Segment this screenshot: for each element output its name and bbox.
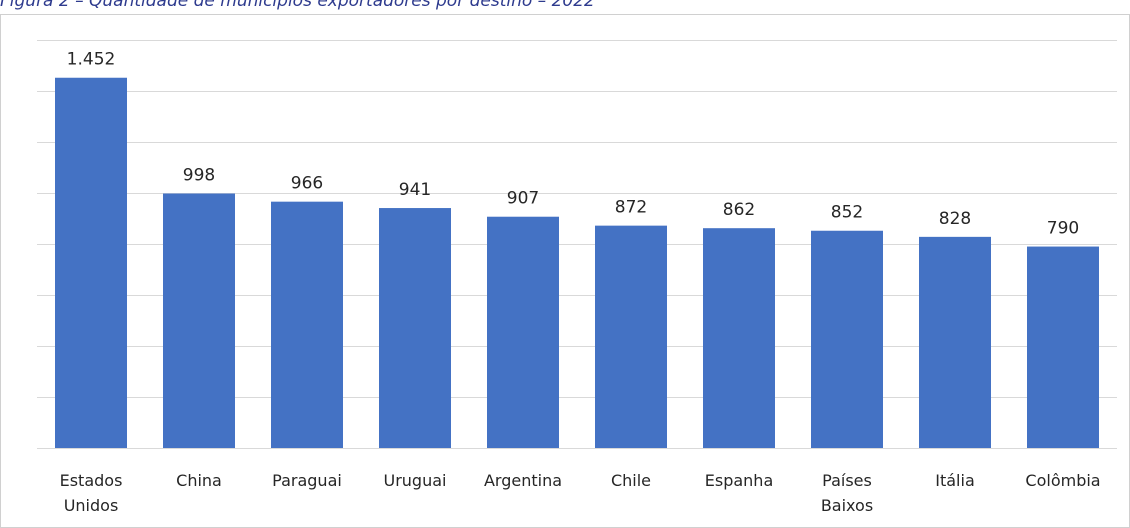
chart-area: 1.452 998 966 941 907 872 862 852 828 790 Estados… <box>0 14 1130 528</box>
bar <box>487 216 559 448</box>
data-label: 941 <box>399 180 431 200</box>
data-label: 852 <box>831 203 863 223</box>
bar <box>1027 246 1099 448</box>
data-label: 828 <box>939 209 971 229</box>
data-labels: 1.452 998 966 941 907 872 862 852 828 790 <box>67 50 1080 239</box>
x-tick-label: Itália <box>935 471 975 490</box>
bar <box>703 228 775 448</box>
data-label: 966 <box>291 174 323 194</box>
bar <box>811 230 883 448</box>
data-label: 998 <box>183 166 215 186</box>
data-label: 862 <box>723 200 755 220</box>
data-label: 1.452 <box>67 50 116 70</box>
x-axis-tick-labels: Estados Unidos China Paraguai Uruguai Argenti… <box>60 471 1101 515</box>
bar <box>271 201 343 448</box>
bar <box>379 208 451 448</box>
bars <box>55 77 1099 449</box>
x-tick-label: Espanha <box>705 471 774 490</box>
bar <box>163 193 235 448</box>
data-label: 907 <box>507 189 539 209</box>
bar <box>595 225 667 448</box>
bar-chart: 1.452 998 966 941 907 872 862 852 828 790 Estados… <box>37 40 1117 515</box>
x-tick-label: Estados Unidos <box>60 471 123 515</box>
data-label: 872 <box>615 198 647 218</box>
x-tick-label: Colômbia <box>1025 471 1100 490</box>
x-tick-label: Uruguai <box>384 471 447 490</box>
bar <box>55 77 127 449</box>
x-tick-label: Chile <box>611 471 651 490</box>
x-tick-label: Países Baixos <box>821 471 873 515</box>
figure-caption: Figura 2 – Quantidade de municípios expo… <box>0 0 595 11</box>
x-tick-label: Argentina <box>484 471 562 490</box>
bar <box>919 236 991 448</box>
data-label: 790 <box>1047 219 1079 239</box>
x-tick-label: Paraguai <box>272 471 342 490</box>
x-tick-label: China <box>176 471 222 490</box>
